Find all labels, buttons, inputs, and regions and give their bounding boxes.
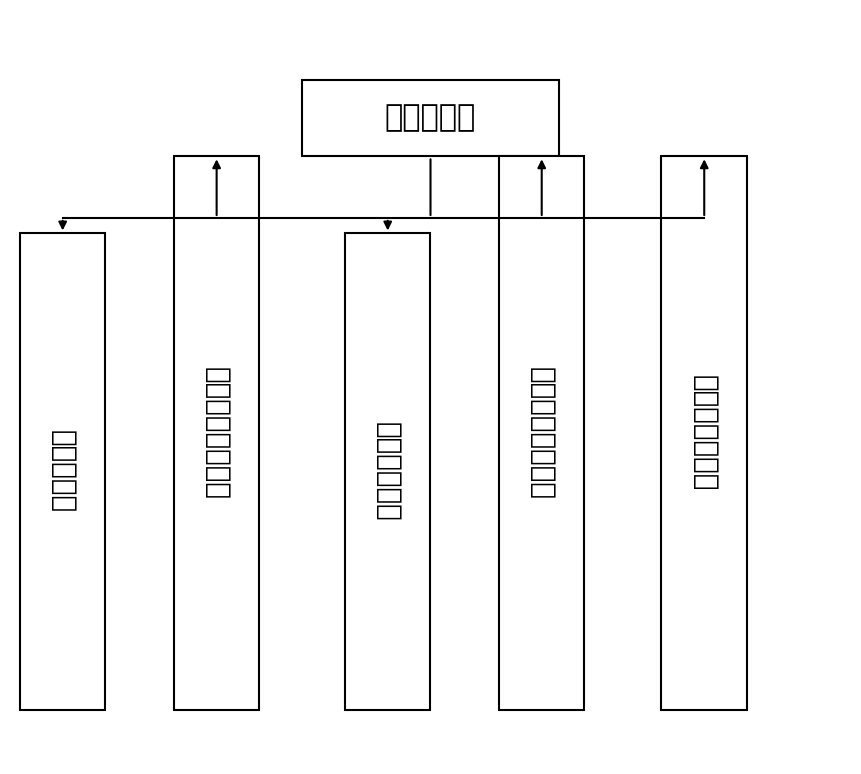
FancyBboxPatch shape bbox=[499, 156, 585, 710]
Text: 系统检测参数显示: 系统检测参数显示 bbox=[202, 367, 231, 499]
FancyBboxPatch shape bbox=[302, 80, 559, 156]
Text: 数据存储与回放: 数据存储与回放 bbox=[691, 375, 718, 491]
FancyBboxPatch shape bbox=[345, 233, 430, 710]
FancyBboxPatch shape bbox=[20, 233, 105, 710]
Text: 系统坐标设定: 系统坐标设定 bbox=[374, 422, 402, 522]
FancyBboxPatch shape bbox=[661, 156, 747, 710]
FancyBboxPatch shape bbox=[174, 156, 259, 710]
Text: 上位机软件: 上位机软件 bbox=[385, 104, 476, 132]
Text: 下位机通信: 下位机通信 bbox=[49, 430, 77, 513]
Text: 幅度相位波形显示: 幅度相位波形显示 bbox=[528, 367, 555, 499]
